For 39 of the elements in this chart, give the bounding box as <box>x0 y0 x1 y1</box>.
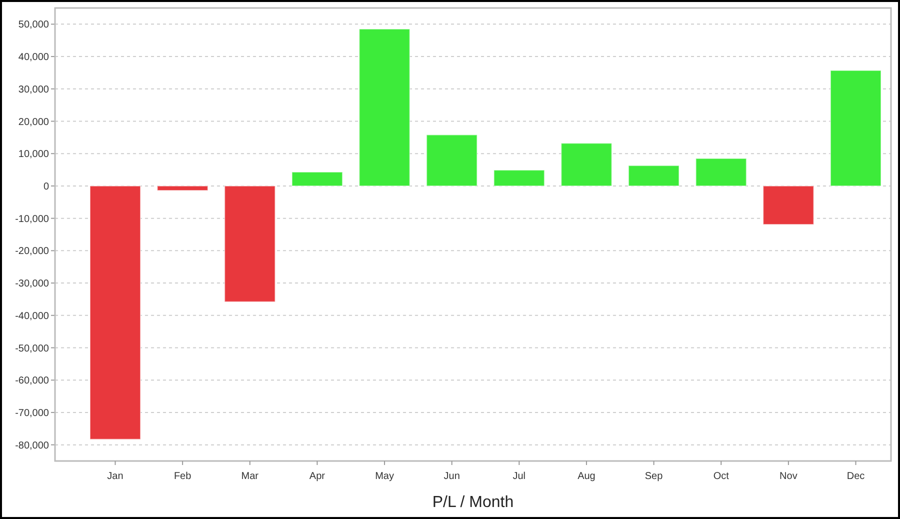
y-tick-label: -80,000 <box>15 440 50 452</box>
x-tick-label: Apr <box>309 471 326 482</box>
x-tick-label: Dec <box>846 471 865 482</box>
x-tick-label: Sep <box>644 471 664 482</box>
y-tick-label: -20,000 <box>15 246 50 258</box>
x-tick-label: Oct <box>713 471 730 482</box>
y-tick-label: 10,000 <box>18 149 50 160</box>
x-tick-label: May <box>375 471 394 482</box>
bar <box>695 158 747 186</box>
y-tick-label: -40,000 <box>15 310 50 322</box>
x-tick-label: Aug <box>578 471 596 482</box>
bar <box>224 185 276 302</box>
bar <box>426 134 478 186</box>
bar <box>291 172 343 186</box>
y-tick-label: -60,000 <box>15 376 50 387</box>
y-tick-label: 0 <box>43 181 50 192</box>
x-tick-label: Nov <box>780 471 798 482</box>
bar <box>628 165 680 186</box>
bar <box>156 185 208 191</box>
bar <box>830 70 882 186</box>
bar <box>560 142 612 186</box>
bar <box>90 185 141 440</box>
y-tick-label: -30,000 <box>15 278 50 290</box>
bar <box>493 170 545 186</box>
y-tick-label: 20,000 <box>18 116 50 128</box>
x-tick-label: Jul <box>512 471 526 482</box>
y-tick-label: 50,000 <box>18 20 50 31</box>
x-tick-label: Mar <box>241 471 260 482</box>
x-tick-label: Feb <box>174 471 192 482</box>
y-tick-label: -70,000 <box>15 408 50 419</box>
bar <box>358 28 410 186</box>
bar <box>762 185 814 225</box>
y-tick-label: 30,000 <box>18 84 50 96</box>
x-tick-label: Jun <box>444 471 460 482</box>
y-tick-label: 40,000 <box>18 52 50 64</box>
y-tick-label: -10,000 <box>15 214 50 225</box>
x-axis-title: P/L / Month <box>432 494 514 511</box>
x-tick-label: Jan <box>107 471 124 482</box>
y-tick-label: -50,000 <box>15 343 50 354</box>
